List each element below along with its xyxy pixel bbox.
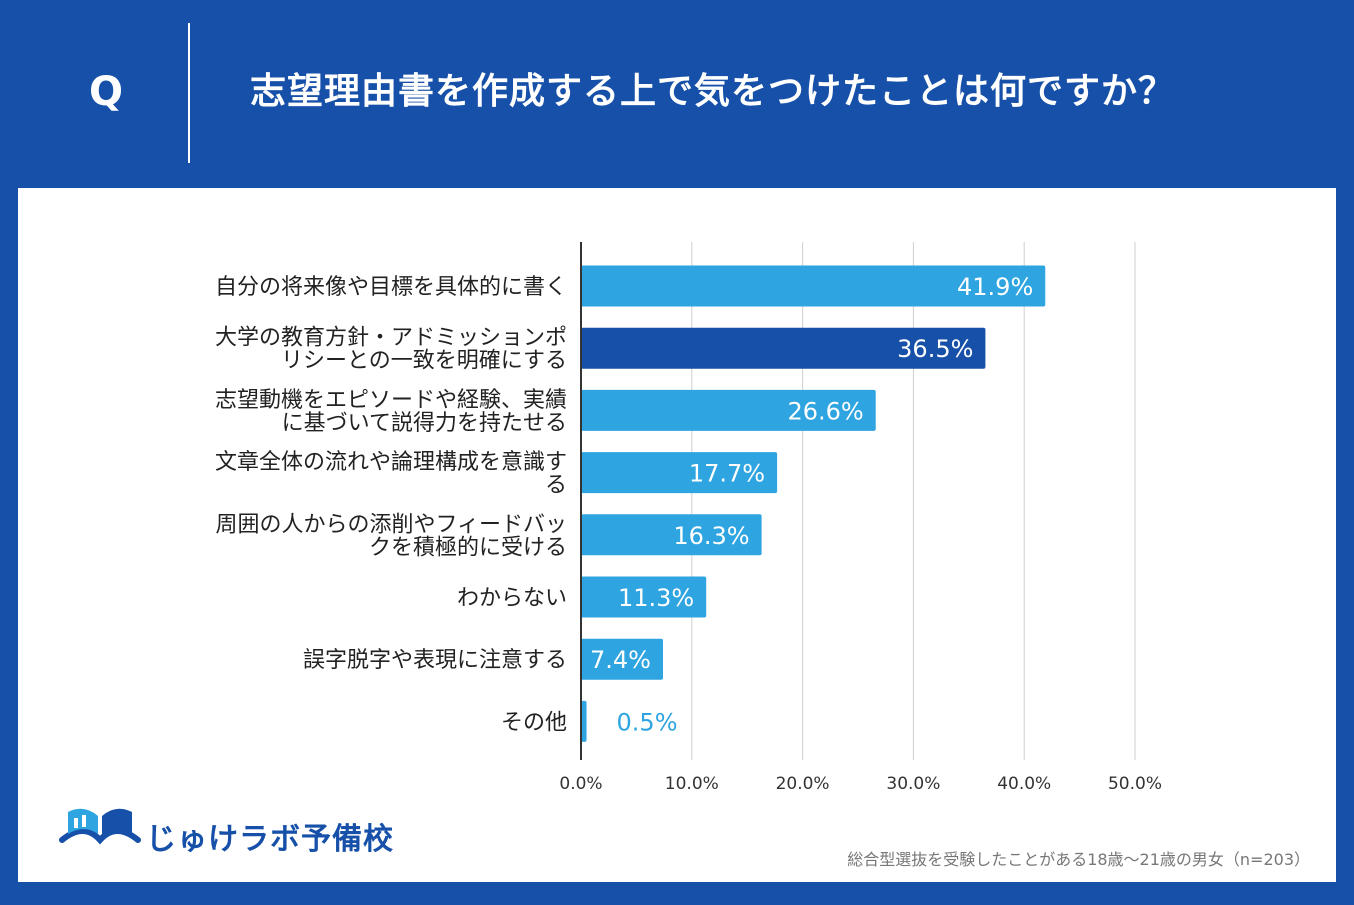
x-tick-label: 20.0% — [776, 774, 830, 794]
bar — [581, 265, 1046, 307]
header-divider — [188, 23, 190, 163]
x-tick-label: 40.0% — [997, 774, 1051, 794]
data-label: 7.4% — [590, 646, 651, 674]
book-logo-icon — [59, 808, 141, 845]
bar — [581, 514, 762, 556]
category-label: クを積極的に受ける — [369, 535, 567, 560]
bar-chart: 0.0% 10.0% 20.0% 30.0% 40.0% 50.0% 41.9% 自分の将来像… — [215, 242, 1162, 794]
data-label: 16.3% — [673, 522, 749, 550]
question-title: 志望理由書を作成する上で気をつけたことは何ですか？ — [250, 71, 1176, 112]
logo-text: じゅけラボ予備校 — [146, 822, 394, 857]
category-label: リシーとの一致を明確にする — [281, 349, 567, 374]
data-label: 11.3% — [618, 584, 694, 612]
category-label: わからない — [457, 586, 567, 611]
data-label: 36.5% — [897, 335, 973, 363]
data-label: 0.5% — [617, 708, 678, 736]
x-tick-label: 30.0% — [886, 774, 940, 794]
category-label: その他 — [501, 710, 567, 735]
bar — [581, 700, 587, 742]
bar — [581, 452, 778, 494]
category-label: 志望動機をエピソードや経験、実績 — [215, 388, 567, 413]
sample-footnote: 総合型選抜を受験したことがある18歳〜21歳の男女（n=203） — [847, 850, 1310, 869]
bar — [581, 576, 707, 618]
category-label: 誤字脱字や表現に注意する — [303, 648, 567, 673]
x-tick-label: 50.0% — [1108, 774, 1162, 794]
bar — [581, 389, 876, 431]
category-label: 大学の教育方針・アドミッションポ — [215, 326, 567, 351]
category-label: る — [545, 473, 567, 498]
x-tick-label: 10.0% — [665, 774, 719, 794]
x-tick-label: 0.0% — [559, 774, 602, 794]
bar — [581, 327, 986, 369]
question-mark-label: Q — [88, 69, 123, 115]
data-label: 17.7% — [689, 460, 765, 488]
category-label: 周囲の人からの添削やフィードバッ — [215, 512, 567, 537]
brand-logo: じゅけラボ予備校 — [54, 800, 393, 864]
data-label: 41.9% — [957, 273, 1033, 301]
category-label: 文章全体の流れや論理構成を意識す — [215, 450, 567, 475]
data-label: 26.6% — [787, 397, 863, 425]
bar — [581, 638, 663, 680]
chart-card: 0.0% 10.0% 20.0% 30.0% 40.0% 50.0% 41.9% 自分の将来像… — [18, 188, 1336, 882]
category-label: 自分の将来像や目標を具体的に書く — [215, 275, 567, 300]
category-label: に基づいて説得力を持たせる — [282, 411, 567, 436]
